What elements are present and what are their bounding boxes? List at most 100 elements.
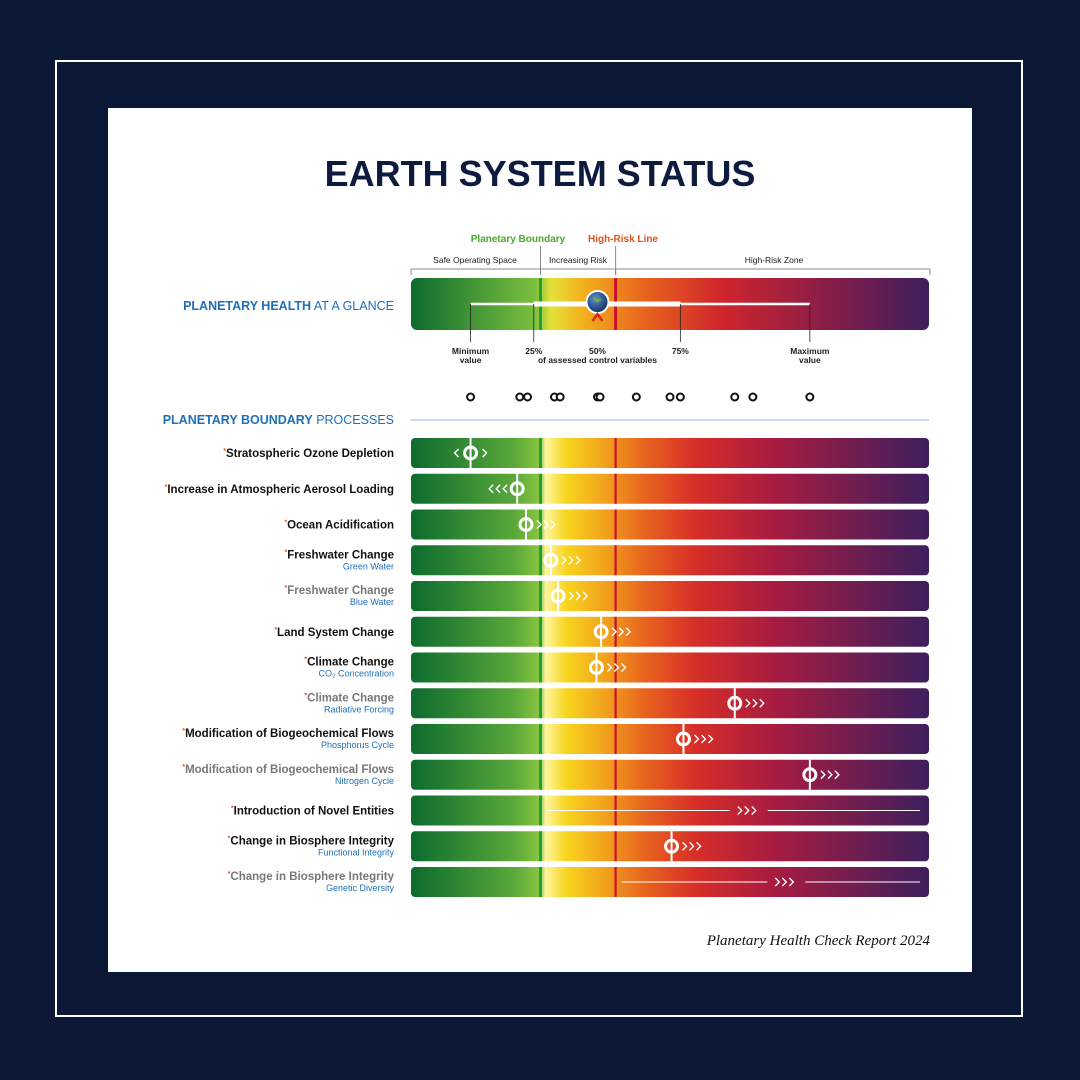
process-subname: Phosphorus Cycle (321, 740, 394, 750)
dot-strip-point (523, 392, 533, 402)
process-row: *Modification of Biogeochemical FlowsNit… (182, 759, 929, 790)
dot-strip-point (466, 392, 476, 402)
value-marker (550, 588, 566, 604)
value-marker (593, 624, 609, 640)
glance-heading-rest: AT A GLANCE (311, 299, 394, 313)
process-bar (411, 759, 929, 790)
process-name: *Freshwater Change (285, 585, 394, 597)
process-name-text: Increase in Atmospheric Aerosol Loading (167, 484, 394, 496)
high-risk-line-label: High-Risk Line (588, 234, 658, 245)
asterisk-marker: * (182, 728, 185, 735)
glance-caption: of assessed control variables (538, 355, 657, 365)
process-name: *Modification of Biogeochemical Flows (182, 764, 394, 776)
up-arrow-icon (591, 311, 604, 322)
safe-zone-label: Safe Operating Space (433, 255, 517, 265)
chevron-left-icon (488, 484, 508, 494)
process-name: *Climate Change (304, 657, 394, 669)
process-row: *Introduction of Novel Entities (231, 795, 929, 826)
process-subname: Green Water (343, 561, 394, 571)
asterisk-marker: * (285, 549, 288, 556)
chevron-right-icon (536, 520, 556, 529)
process-bar (411, 688, 929, 719)
process-name: *Introduction of Novel Entities (231, 806, 394, 818)
process-name: *Freshwater Change (285, 549, 394, 561)
process-name: *Stratospheric Ozone Depletion (223, 448, 394, 460)
process-name-text: Modification of Biogeochemical Flows (185, 764, 394, 776)
value-marker (509, 481, 525, 497)
min-value-label: value (460, 355, 482, 365)
chevron-right-icon (568, 591, 589, 601)
processes-heading-rest: PROCESSES (313, 413, 394, 427)
dot-strip-point (748, 392, 758, 402)
outer-frame (55, 60, 1023, 1017)
processes-heading: PLANETARY BOUNDARY PROCESSES (163, 413, 394, 427)
value-marker (727, 695, 743, 711)
footer-source: Planetary Health Check Report 2024 (706, 933, 931, 949)
glance-heading: PLANETARY HEALTH AT A GLANCE (183, 299, 394, 313)
zone-header: Planetary Boundary High-Risk Line Safe O… (410, 234, 931, 275)
process-name-text: Change in Biosphere Integrity (230, 871, 394, 883)
globe-land-icon (592, 298, 602, 303)
glance-heading-strong: PLANETARY HEALTH (183, 299, 311, 313)
value-marker (463, 445, 479, 461)
asterisk-marker: * (304, 692, 307, 699)
process-row: *Increase in Atmospheric Aerosol Loading (165, 473, 929, 504)
process-name: *Change in Biosphere Integrity (228, 871, 395, 883)
process-bar (411, 831, 929, 862)
dot-strip-point (515, 392, 525, 402)
chevron-right-icon (693, 734, 714, 744)
chevron-right-icon (820, 770, 840, 780)
process-name-text: Ocean Acidification (287, 520, 394, 532)
process-bar (411, 438, 929, 468)
value-marker (802, 767, 818, 783)
process-name: *Increase in Atmospheric Aerosol Loading (165, 484, 394, 496)
asterisk-marker: * (165, 484, 168, 491)
process-name-text: Freshwater Change (287, 585, 394, 597)
earth-system-chart: EARTH SYSTEM STATUS Planetary Boundary H… (163, 153, 931, 949)
process-name-text: Change in Biosphere Integrity (230, 835, 394, 847)
process-subname: Genetic Diversity (326, 883, 395, 893)
chevron-right-icon (737, 806, 757, 815)
dot-strip-point (805, 392, 815, 402)
chevron-right-icon (561, 555, 581, 565)
zone-brackets (410, 246, 931, 275)
process-row: *Stratospheric Ozone Depletion (223, 438, 929, 468)
process-row: *Modification of Biogeochemical FlowsPho… (182, 724, 929, 754)
chevron-right-icon (774, 877, 795, 887)
process-bar (411, 545, 929, 576)
process-subname: CO₂ Concentration (318, 669, 394, 679)
value-marker (588, 660, 604, 675)
infographic-card: EARTH SYSTEM STATUS Planetary Boundary H… (108, 108, 972, 972)
dot-strip-point (730, 392, 740, 402)
process-name-text: Modification of Biogeochemical Flows (185, 728, 394, 740)
dot-strip-point (665, 392, 675, 402)
asterisk-marker: * (274, 627, 277, 634)
process-row: *Ocean Acidification (284, 509, 929, 540)
page-title: EARTH SYSTEM STATUS (325, 153, 756, 194)
process-bar (411, 652, 929, 683)
process-row: *Change in Biosphere IntegrityFunctional… (228, 831, 929, 862)
asterisk-marker: * (231, 806, 234, 813)
process-bar (411, 616, 929, 647)
process-row: *Land System Change (274, 616, 929, 647)
chevron-right-icon (482, 448, 488, 458)
process-name: *Change in Biosphere Integrity (228, 835, 395, 847)
dot-strip-point (631, 392, 641, 402)
process-name-text: Introduction of Novel Entities (234, 806, 394, 818)
min-value-label: Minimum (452, 346, 490, 356)
tick-50-label: 50% (589, 346, 606, 356)
asterisk-marker: * (304, 657, 307, 664)
max-value-label: value (799, 355, 821, 365)
tick-75-label: 75% (672, 346, 689, 356)
dot-strip (466, 392, 815, 402)
process-name-text: Climate Change (307, 657, 394, 669)
process-name-text: Freshwater Change (287, 549, 394, 561)
chevron-left-icon (453, 448, 460, 458)
process-name-text: Land System Change (277, 627, 394, 639)
process-bar (411, 581, 929, 611)
